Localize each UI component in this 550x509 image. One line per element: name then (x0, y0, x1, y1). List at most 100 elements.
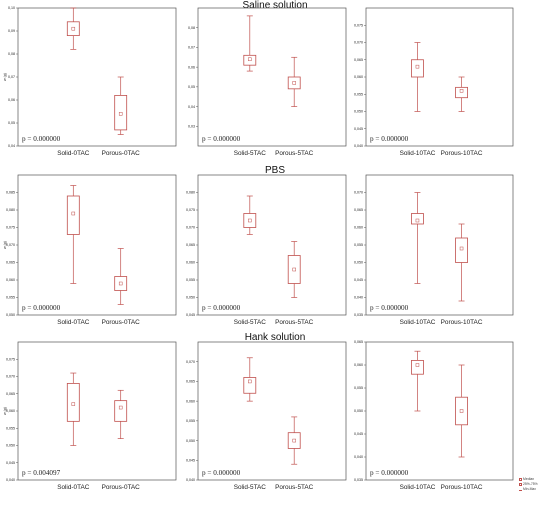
y-tick-label: 0,050 (6, 444, 15, 448)
y-tick-label: 0,050 (186, 439, 195, 443)
y-tick-label: 0,050 (6, 313, 15, 317)
y-tick-label: 0,03 (188, 124, 195, 128)
plot-frame (365, 174, 514, 316)
box-icon (519, 483, 522, 486)
box-iqr (287, 76, 301, 90)
box-iqr (243, 54, 257, 66)
box-iqr (411, 359, 424, 375)
median-marker (71, 26, 76, 31)
y-tick-label: 0,08 (8, 52, 15, 56)
y-tick-label: 0,075 (354, 23, 363, 27)
y-tick-label: 0,065 (186, 243, 195, 247)
legend-item-quartiles: 25%-75% (519, 482, 538, 487)
p-value-annotation: p = 0.000000 (370, 304, 409, 312)
p-value-annotation: p = 0.000000 (202, 304, 241, 312)
y-axis-label: w (g) (3, 73, 7, 81)
box-iqr (114, 95, 128, 131)
median-marker (118, 405, 123, 410)
y-tick-label: 0,070 (6, 243, 15, 247)
y-tick-label: 0,050 (354, 110, 363, 114)
y-tick-label: 0,050 (354, 409, 363, 413)
x-tick-label: Solid-5TAC (234, 319, 267, 326)
y-tick-label: 0,050 (186, 296, 195, 300)
y-tick-label: 0,07 (188, 46, 195, 50)
plot-frame (17, 174, 177, 316)
x-tick-label: Solid-10TAC (400, 484, 436, 491)
x-tick-label: Porous-10TAC (441, 319, 483, 326)
plot-frame (17, 7, 177, 147)
y-tick-label: 0,080 (186, 191, 195, 195)
x-tick-label: Porous-0TAC (102, 150, 141, 157)
y-tick-label: 0,05 (188, 85, 195, 89)
y-tick-label: 0,055 (354, 92, 363, 96)
y-axis-label: w (g) (3, 407, 7, 415)
row-title-hank: Hank solution (244, 332, 306, 343)
y-tick-label: 0,08 (188, 26, 195, 30)
y-axis-label: w (g) (3, 241, 7, 249)
row-title-saline: Saline solution (242, 0, 308, 11)
legend-item-median: Median (519, 477, 538, 482)
plot-frame (197, 7, 347, 147)
y-tick-label: 0,070 (186, 226, 195, 230)
x-tick-label: Porous-5TAC (275, 319, 314, 326)
p-value-annotation: p = 0.000000 (202, 135, 241, 143)
x-tick-label: Porous-5TAC (275, 150, 314, 157)
y-tick-label: 0,065 (354, 208, 363, 212)
median-marker (248, 379, 252, 384)
x-tick-label: Porous-5TAC (275, 484, 314, 491)
box-iqr (114, 276, 128, 291)
median-marker (292, 438, 296, 443)
median-marker (459, 409, 464, 413)
y-tick-label: 0,040 (354, 296, 363, 300)
y-tick-label: 0,070 (354, 41, 363, 45)
y-tick-label: 0,065 (186, 380, 195, 384)
y-tick-label: 0,075 (6, 357, 15, 361)
y-tick-label: 0,075 (186, 208, 195, 212)
y-tick-label: 0,040 (354, 455, 363, 459)
y-tick-label: 0,05 (8, 121, 15, 125)
y-tick-label: 0,055 (6, 296, 15, 300)
plot-frame (197, 341, 347, 481)
y-tick-label: 0,065 (354, 58, 363, 62)
x-tick-label: Porous-10TAC (441, 484, 483, 491)
plot-frame (365, 7, 514, 147)
square-icon (519, 478, 522, 481)
y-tick-label: 0,09 (8, 29, 15, 33)
median-marker (118, 281, 123, 286)
median-marker (71, 211, 76, 216)
x-tick-label: Solid-0TAC (57, 484, 90, 491)
median-marker (248, 57, 252, 62)
y-tick-label: 0,045 (354, 432, 363, 436)
plot-frame (365, 341, 514, 481)
y-tick-label: 0,085 (6, 191, 15, 195)
legend-item-minmax: Min-Max (519, 487, 538, 492)
y-tick-label: 0,035 (354, 313, 363, 317)
y-tick-label: 0,065 (6, 392, 15, 396)
y-tick-label: 0,060 (354, 363, 363, 367)
y-tick-label: 0,065 (6, 261, 15, 265)
x-tick-label: Porous-0TAC (102, 319, 141, 326)
y-tick-label: 0,07 (8, 75, 15, 79)
y-tick-label: 0,06 (188, 65, 195, 69)
y-tick-label: 0,060 (354, 226, 363, 230)
y-tick-label: 0,070 (354, 191, 363, 195)
median-marker (292, 81, 296, 85)
y-tick-label: 0,060 (186, 261, 195, 265)
median-marker (415, 64, 420, 69)
median-marker (415, 363, 420, 367)
y-tick-label: 0,040 (6, 478, 15, 482)
p-value-annotation: p = 0.004097 (22, 469, 61, 477)
y-tick-label: 0,070 (6, 375, 15, 379)
y-tick-label: 0,10 (8, 6, 15, 10)
x-tick-label: Solid-10TAC (400, 319, 436, 326)
y-tick-label: 0,04 (188, 105, 195, 109)
x-tick-label: Solid-5TAC (234, 150, 267, 157)
p-value-annotation: p = 0.000000 (370, 469, 409, 477)
y-tick-label: 0,040 (354, 144, 363, 148)
y-tick-label: 0,04 (8, 144, 15, 148)
y-tick-label: 0,070 (186, 360, 195, 364)
x-tick-label: Porous-0TAC (102, 484, 141, 491)
median-marker (415, 218, 420, 223)
box-iqr (243, 213, 257, 228)
